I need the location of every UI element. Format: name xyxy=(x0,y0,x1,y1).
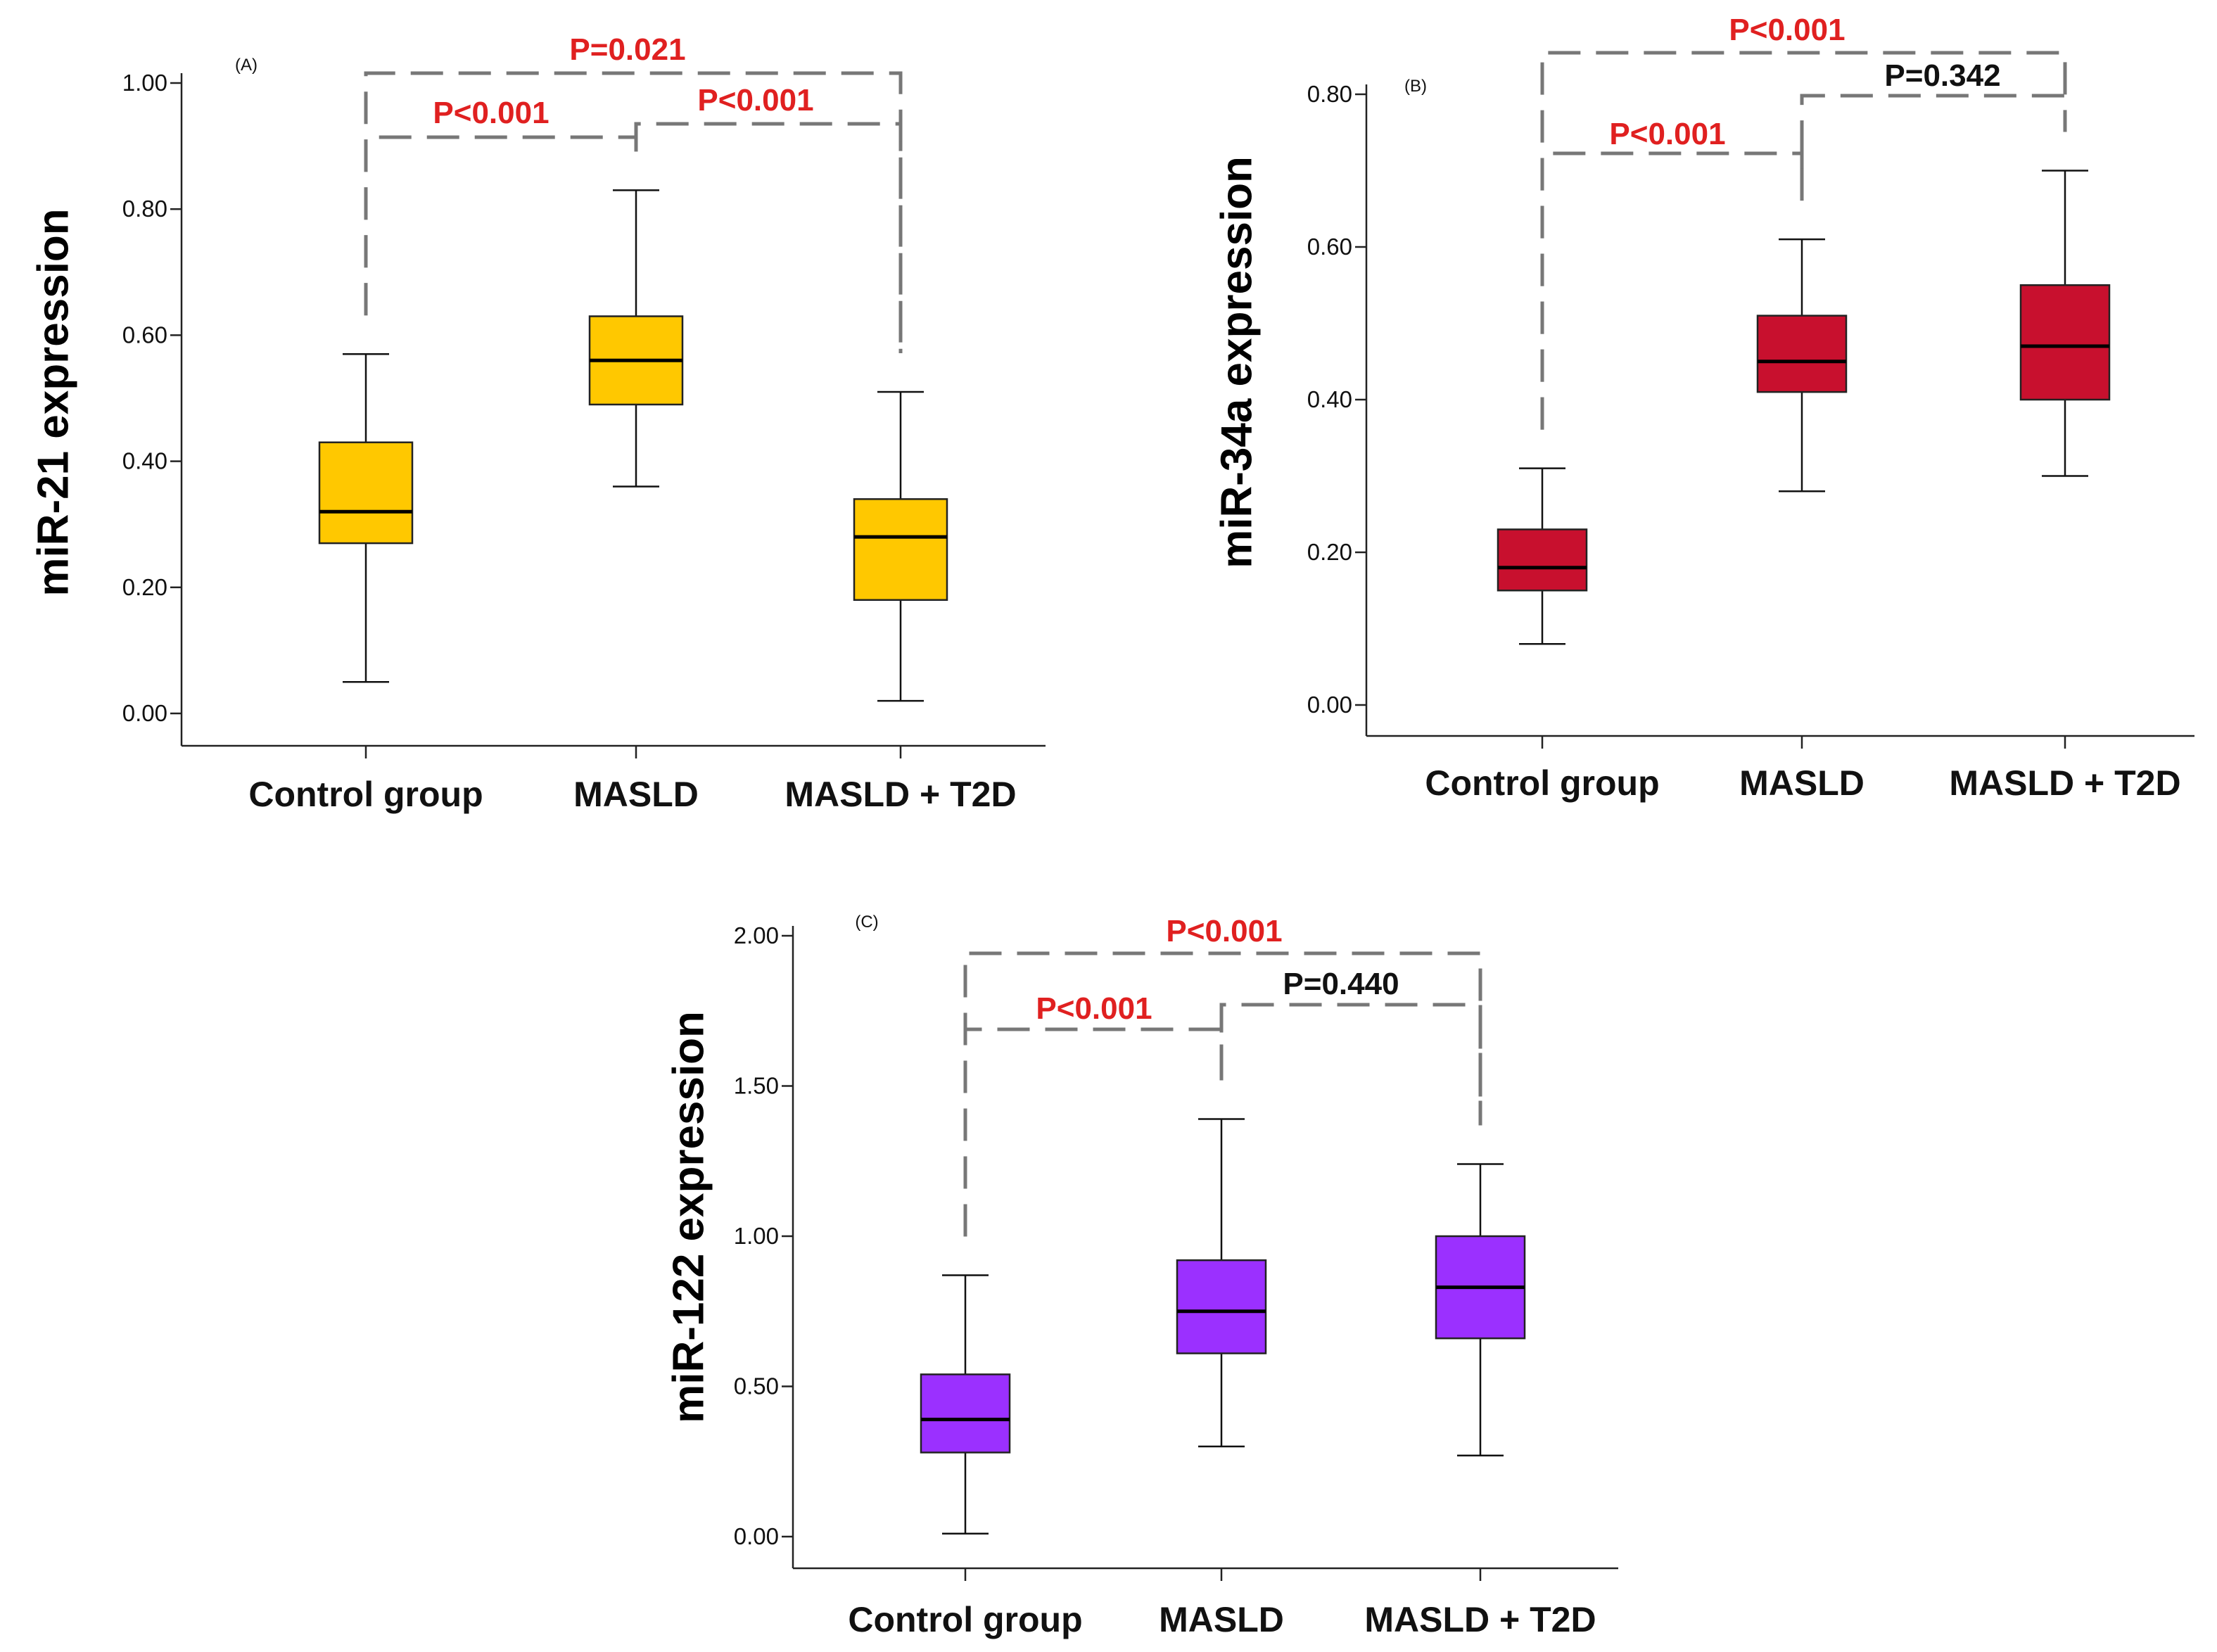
significance-bracket xyxy=(1219,1003,1482,1126)
p-value-label: P<0.001 xyxy=(1609,117,1725,151)
iqr-box xyxy=(318,441,414,545)
significance-bracket xyxy=(364,71,903,354)
x-category-label: Control group xyxy=(248,775,483,814)
significance-bracket xyxy=(1540,151,1804,430)
y-tick-label: 0.00 xyxy=(734,1523,779,1549)
x-category-label: MASLD + T2D xyxy=(784,775,1016,814)
y-tick-label: 0.20 xyxy=(1307,539,1352,565)
iqr-box xyxy=(920,1373,1011,1454)
p-value-label: P<0.001 xyxy=(1166,914,1282,948)
p-value-label: P<0.001 xyxy=(433,96,549,130)
significance-bracket xyxy=(963,1027,1224,1237)
significance-bracket xyxy=(963,951,1482,1237)
panel-a: 0.00 0.20 0.40 0.60 0.80 1.00 miR-21 expressio… xyxy=(29,32,1046,814)
iqr-box xyxy=(2019,284,2111,401)
y-tick-label: 0.50 xyxy=(734,1373,779,1399)
y-tick-label: 0.00 xyxy=(122,700,167,726)
panel-label: (A) xyxy=(235,56,258,75)
x-category-label: MASLD xyxy=(573,775,699,814)
p-value-label: P<0.001 xyxy=(697,83,813,117)
p-value-label: P<0.001 xyxy=(1036,991,1152,1026)
iqr-box xyxy=(1497,528,1588,592)
y-tick-label: 1.00 xyxy=(734,1223,779,1249)
significance-bracket xyxy=(364,135,638,316)
y-axis-title: miR-122 expression xyxy=(664,1011,713,1423)
p-value-label: P=0.021 xyxy=(569,32,685,67)
panel-label: (B) xyxy=(1404,77,1427,96)
y-tick-label: 0.80 xyxy=(122,196,167,222)
p-value-label: P=0.440 xyxy=(1283,967,1399,1001)
x-category-label: Control group xyxy=(1425,763,1659,803)
y-tick-label: 0.60 xyxy=(122,322,167,348)
y-tick-label: 0.40 xyxy=(122,448,167,474)
x-category-label: Control group xyxy=(848,1600,1082,1639)
significance-bracket xyxy=(634,122,903,354)
y-axis-title: miR-34a expression xyxy=(1212,156,1261,568)
panel-label: (C) xyxy=(855,913,878,932)
y-tick-label: 0.60 xyxy=(1307,234,1352,260)
y-tick-label: 0.40 xyxy=(1307,386,1352,412)
p-value-label: P<0.001 xyxy=(1729,13,1845,47)
iqr-box xyxy=(1176,1259,1267,1354)
iqr-box xyxy=(1756,314,1848,393)
y-tick-label: 0.20 xyxy=(122,574,167,600)
y-axis-title: miR-21 expression xyxy=(29,208,77,596)
iqr-box xyxy=(853,498,948,601)
significance-bracket xyxy=(1800,94,2067,201)
y-tick-label: 1.00 xyxy=(122,70,167,96)
panel-b: 0.00 0.20 0.40 0.60 0.80 miR-34a expression (B… xyxy=(1212,13,2194,803)
panel-c: 0.00 0.50 1.00 1.50 2.00 miR-122 expression (C… xyxy=(664,913,1618,1639)
x-category-label: MASLD + T2D xyxy=(1949,763,2180,803)
x-category-label: MASLD xyxy=(1739,763,1865,803)
y-tick-label: 0.00 xyxy=(1307,692,1352,718)
y-tick-label: 2.00 xyxy=(734,922,779,948)
p-value-label: P=0.342 xyxy=(1884,58,2000,93)
y-tick-label: 1.50 xyxy=(734,1073,779,1099)
x-category-label: MASLD + T2D xyxy=(1364,1600,1596,1639)
y-tick-label: 0.80 xyxy=(1307,81,1352,107)
x-category-label: MASLD xyxy=(1159,1600,1284,1639)
significance-bracket xyxy=(1540,51,2067,430)
